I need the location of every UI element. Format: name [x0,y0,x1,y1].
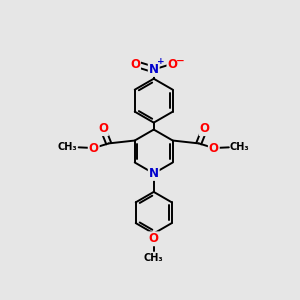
Text: O: O [130,58,140,71]
Text: O: O [149,232,159,245]
Text: O: O [89,142,99,154]
Text: CH₃: CH₃ [58,142,77,152]
Text: N: N [149,167,159,180]
Text: O: O [167,58,178,71]
Text: N: N [149,63,159,76]
Text: +: + [157,57,164,66]
Text: −: − [176,56,185,65]
Text: CH₃: CH₃ [144,253,164,263]
Text: O: O [98,122,108,135]
Text: CH₃: CH₃ [230,142,250,152]
Text: O: O [209,142,219,154]
Text: O: O [200,122,210,135]
